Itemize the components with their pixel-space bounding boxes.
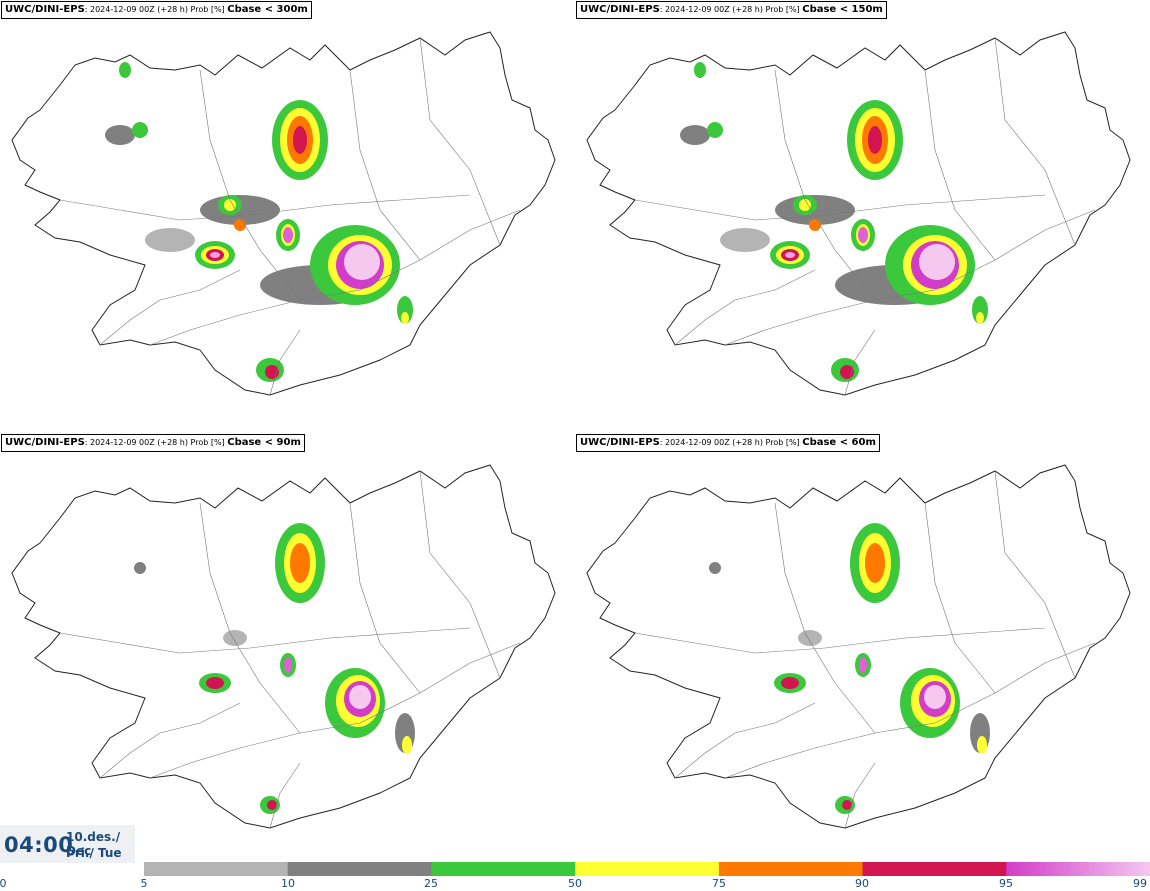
colorbar-bin	[862, 862, 1007, 876]
map-panel-60m: UWC/DINI-EPS: 2024-12-09 00Z (+28 h) Pro…	[575, 433, 1150, 863]
variable-label: Cbase < 60m	[802, 437, 876, 448]
panel-title: UWC/DINI-EPS: 2024-12-09 00Z (+28 h) Pro…	[1, 1, 312, 19]
colorbar-tick: 90	[855, 877, 869, 890]
panel-title: UWC/DINI-EPS: 2024-12-09 00Z (+28 h) Pro…	[576, 434, 880, 452]
colorbar-tick: 95	[999, 877, 1013, 890]
run-meta: : 2024-12-09 00Z (+28 h) Prob [%]	[84, 5, 228, 14]
variable-label: Cbase < 150m	[802, 4, 883, 15]
panel-title: UWC/DINI-EPS: 2024-12-09 00Z (+28 h) Pro…	[1, 434, 305, 452]
run-meta: : 2024-12-09 00Z (+28 h) Prob [%]	[659, 5, 803, 14]
colorbar-tick: 25	[424, 877, 438, 890]
colorbar-tick: 75	[712, 877, 726, 890]
colorbar-bin	[144, 862, 289, 876]
valid-time-box: 04:00 10.des./ Dec Þri./ Tue	[0, 825, 135, 863]
colorbar-tick: 99	[1133, 877, 1147, 890]
run-meta: : 2024-12-09 00Z (+28 h) Prob [%]	[659, 438, 803, 447]
probability-colorbar	[144, 862, 1150, 876]
iceland-map	[586, 464, 1131, 829]
colorbar-bin	[1006, 862, 1150, 876]
iceland-map	[586, 31, 1131, 396]
map-panel-150m: UWC/DINI-EPS: 2024-12-09 00Z (+28 h) Pro…	[575, 0, 1150, 430]
model-name: UWC/DINI-EPS	[580, 4, 660, 15]
variable-label: Cbase < 90m	[227, 437, 301, 448]
iceland-map	[11, 31, 556, 396]
colorbar-bin	[718, 862, 864, 876]
model-name: UWC/DINI-EPS	[5, 437, 85, 448]
colorbar-tick: 5	[140, 877, 148, 890]
model-name: UWC/DINI-EPS	[5, 4, 85, 15]
valid-weekday: Þri./ Tue	[66, 846, 122, 860]
colorbar-bin	[287, 862, 432, 876]
model-name: UWC/DINI-EPS	[580, 437, 660, 448]
colorbar-bin	[431, 862, 576, 876]
colorbar-bin	[575, 862, 720, 876]
map-panel-300m: UWC/DINI-EPS: 2024-12-09 00Z (+28 h) Pro…	[0, 0, 575, 430]
iceland-map	[11, 464, 556, 829]
map-panel-90m: UWC/DINI-EPS: 2024-12-09 00Z (+28 h) Pro…	[0, 433, 575, 863]
run-meta: : 2024-12-09 00Z (+28 h) Prob [%]	[84, 438, 228, 447]
valid-time: 04:00	[4, 833, 74, 857]
colorbar-tick: 10	[281, 877, 295, 890]
panel-title: UWC/DINI-EPS: 2024-12-09 00Z (+28 h) Pro…	[576, 1, 887, 19]
valid-date: 10.des./ Dec	[66, 830, 121, 858]
variable-label: Cbase < 300m	[227, 4, 308, 15]
colorbar-tick: 0	[0, 877, 7, 890]
colorbar-tick: 50	[568, 877, 582, 890]
